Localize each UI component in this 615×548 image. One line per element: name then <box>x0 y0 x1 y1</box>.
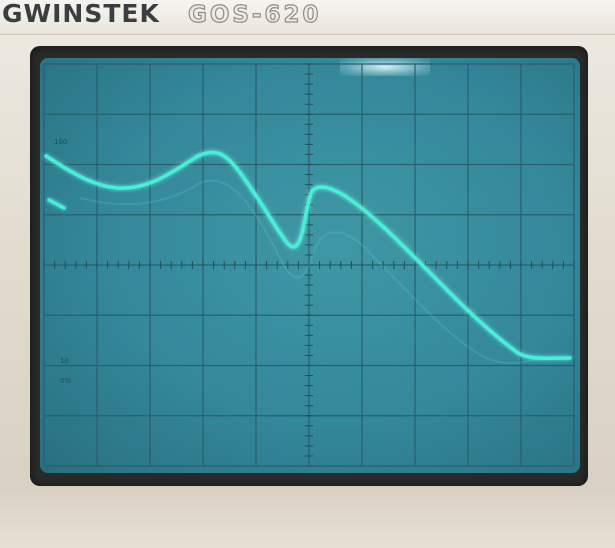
front-panel-top: GWINSTEK GOS-620 <box>0 0 615 35</box>
scale-label-0: 0% <box>60 377 71 385</box>
graticule-center-ticks <box>43 63 575 467</box>
model-label: GOS-620 <box>187 1 322 28</box>
ghost-trace <box>79 179 541 365</box>
front-panel-bottom <box>0 486 615 548</box>
graticule-and-trace: 100 10 0% <box>43 63 575 467</box>
waveform-trace-start <box>47 198 66 210</box>
brand-logo: GWINSTEK <box>2 0 160 28</box>
crt-screen: 100 10 0% <box>40 58 580 473</box>
waveform-trace <box>44 150 572 361</box>
scale-label-10: 10 <box>60 357 69 365</box>
scale-label-100: 100 <box>54 138 67 146</box>
